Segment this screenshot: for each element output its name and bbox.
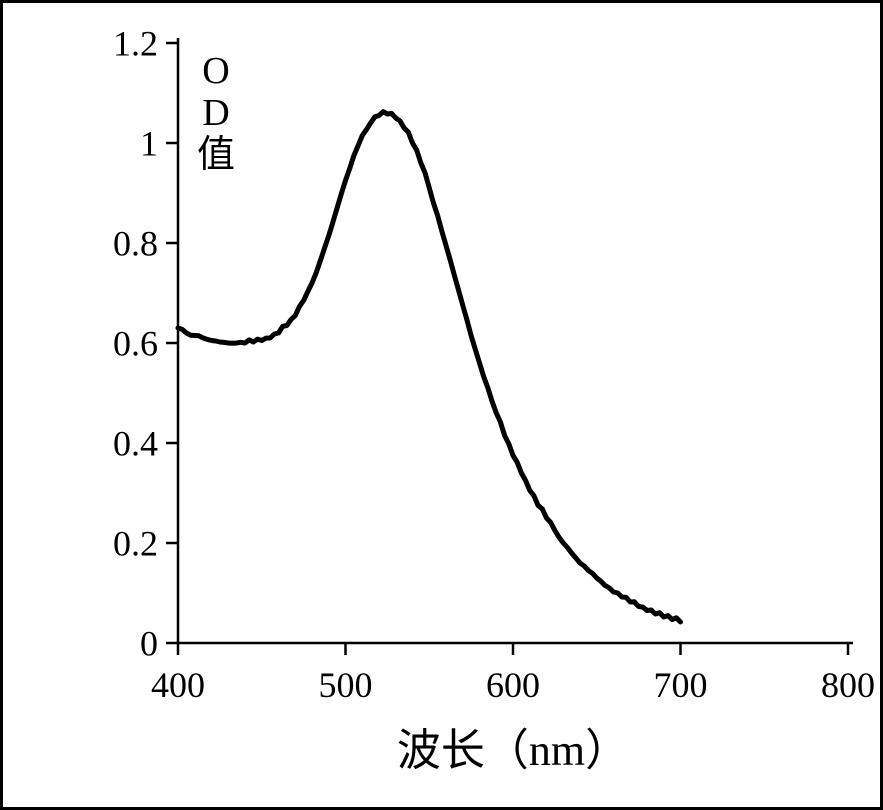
- y-tick-label: 1.2: [113, 24, 158, 64]
- x-axis-label: 波长（nm）: [397, 726, 629, 775]
- y-tick-label: 0.6: [113, 324, 158, 364]
- x-tick-label: 800: [821, 665, 875, 705]
- y-tick-label: 0.2: [113, 524, 158, 564]
- y-axis-label-char: D: [202, 92, 229, 134]
- x-tick-label: 400: [151, 665, 205, 705]
- spectrum-line: [178, 112, 681, 622]
- x-tick-label: 700: [654, 665, 708, 705]
- y-tick-label: 0: [140, 624, 158, 664]
- chart-frame: 400 500 600 700 800 0 0.2 0.4 0.6 0.8 1 1.2 波长（nm） OD…: [0, 0, 883, 810]
- y-axis-label-char: 值: [197, 134, 235, 176]
- y-tick-label: 0.8: [113, 224, 158, 264]
- spectrum-chart: 400 500 600 700 800 0 0.2 0.4 0.6 0.8 1 1.2 波长（nm） OD…: [3, 3, 880, 807]
- y-tick-label: 1: [140, 124, 158, 164]
- y-tick-label: 0.4: [113, 424, 158, 464]
- y-axis-label-char: O: [202, 50, 229, 92]
- x-tick-label: 500: [319, 665, 373, 705]
- x-tick-label: 600: [486, 665, 540, 705]
